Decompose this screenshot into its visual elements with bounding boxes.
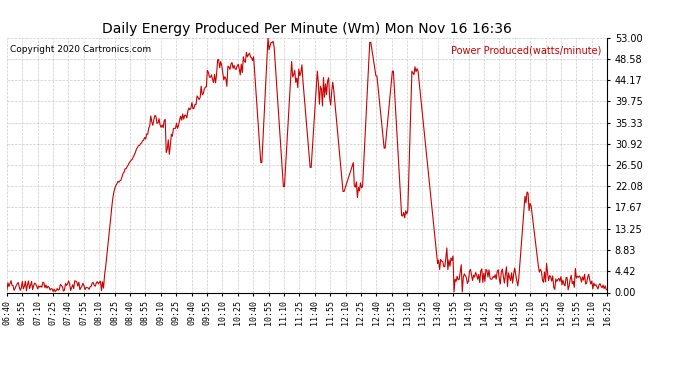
Title: Daily Energy Produced Per Minute (Wm) Mon Nov 16 16:36: Daily Energy Produced Per Minute (Wm) Mo… bbox=[102, 22, 512, 36]
Text: Copyright 2020 Cartronics.com: Copyright 2020 Cartronics.com bbox=[10, 45, 151, 54]
Text: Power Produced(watts/minute): Power Produced(watts/minute) bbox=[451, 45, 601, 55]
